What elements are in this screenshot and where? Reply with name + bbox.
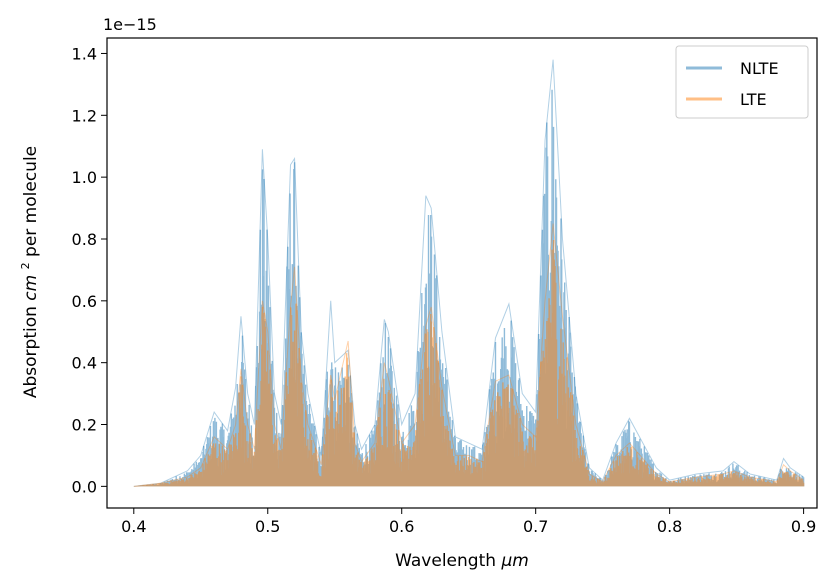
y-tick-label: 0.6 [72,292,97,311]
x-axis-label-text: Wavelength [395,551,496,571]
x-axis-label-unit: μm [500,551,528,571]
x-tick-label: 0.6 [389,517,414,536]
x-tick-label: 0.8 [657,517,682,536]
y-axis-label-prefix: Absorption [21,301,41,398]
x-tick-label: 0.9 [791,517,816,536]
y-axis-label-exponent: 2 [19,262,32,269]
y-tick-label: 1.4 [72,44,97,63]
y-tick-label: 0.0 [72,477,97,496]
legend-label-nlte: NLTE [740,59,779,78]
x-axis-label: Wavelength μm [395,551,529,571]
legend-label-lte: LTE [740,90,767,109]
series-nlte-envelope [133,59,804,487]
y-axis-label: Absorption cm 2 per molecule [14,146,41,398]
legend: NLTE LTE [675,45,809,119]
y-tick-label: 1.2 [72,106,97,125]
y-axis-ticks: 0.0 0.2 0.4 0.6 0.8 1.0 1.2 1.4 [72,44,107,496]
y-offset-text: 1e−15 [103,15,157,34]
x-tick-label: 0.5 [255,517,280,536]
x-tick-label: 0.7 [523,517,548,536]
y-axis-label-unit: cm [21,275,41,301]
series-lte [133,223,805,487]
x-axis-ticks: 0.4 0.5 0.6 0.7 0.8 0.9 [121,508,816,536]
x-tick-label: 0.4 [121,517,146,536]
y-tick-label: 0.4 [72,354,97,373]
series-lte-envelope [133,223,804,487]
series-lte-spikes [133,239,805,487]
y-tick-label: 0.8 [72,230,97,249]
y-tick-label: 0.2 [72,416,97,435]
y-tick-label: 1.0 [72,168,97,187]
axes-frame [106,37,818,509]
y-axis-label-suffix: per molecule [21,146,41,257]
